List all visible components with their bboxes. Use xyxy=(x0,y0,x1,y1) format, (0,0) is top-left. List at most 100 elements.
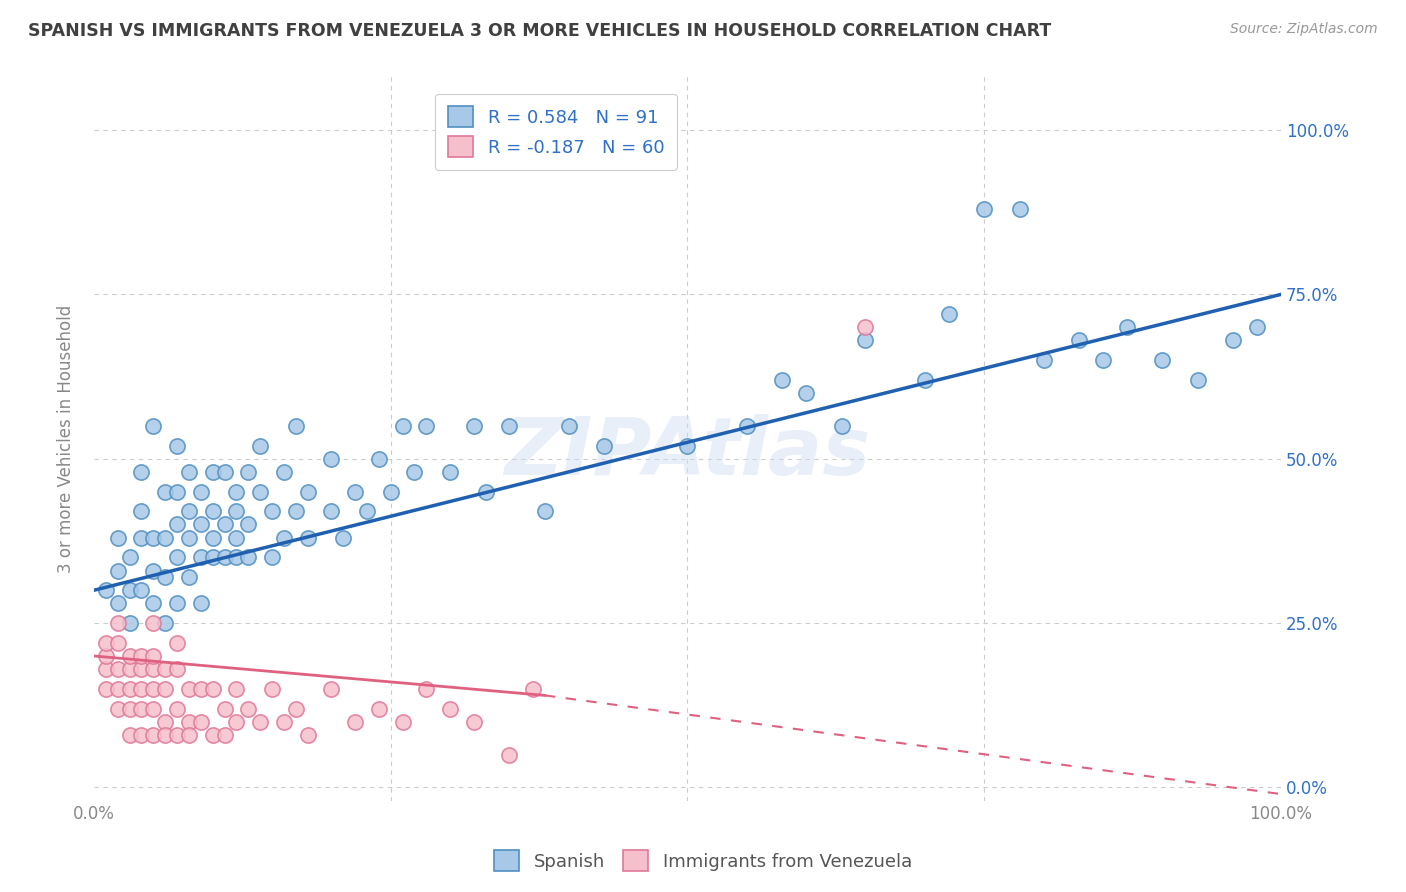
Point xyxy=(118,648,141,663)
Point xyxy=(380,484,402,499)
Point xyxy=(522,681,544,696)
Point xyxy=(260,504,283,518)
Point xyxy=(1091,353,1114,368)
Point xyxy=(214,465,236,479)
Point xyxy=(273,714,295,729)
Point xyxy=(131,583,153,598)
Point xyxy=(107,564,129,578)
Point xyxy=(344,714,367,729)
Point xyxy=(153,681,176,696)
Point xyxy=(415,681,437,696)
Point xyxy=(439,465,461,479)
Point xyxy=(260,681,283,696)
Point xyxy=(142,648,165,663)
Point xyxy=(107,616,129,631)
Point xyxy=(131,504,153,518)
Point xyxy=(1187,373,1209,387)
Point xyxy=(166,728,188,742)
Point xyxy=(142,701,165,715)
Point xyxy=(94,636,117,650)
Point xyxy=(153,570,176,584)
Point xyxy=(474,484,496,499)
Point xyxy=(356,504,378,518)
Point xyxy=(1152,353,1174,368)
Point xyxy=(284,418,307,433)
Point xyxy=(938,307,960,321)
Point xyxy=(225,504,247,518)
Point xyxy=(166,517,188,532)
Point xyxy=(118,728,141,742)
Point xyxy=(1222,334,1244,348)
Point xyxy=(415,418,437,433)
Point xyxy=(142,531,165,545)
Point xyxy=(190,550,212,565)
Point xyxy=(770,373,793,387)
Point xyxy=(201,728,224,742)
Point xyxy=(166,636,188,650)
Point xyxy=(107,662,129,676)
Point xyxy=(153,531,176,545)
Point xyxy=(201,465,224,479)
Point xyxy=(131,681,153,696)
Point xyxy=(214,701,236,715)
Point xyxy=(177,714,200,729)
Point xyxy=(142,728,165,742)
Point xyxy=(131,465,153,479)
Point xyxy=(249,484,271,499)
Point xyxy=(142,564,165,578)
Point xyxy=(94,648,117,663)
Point xyxy=(855,334,877,348)
Point xyxy=(166,439,188,453)
Point xyxy=(297,484,319,499)
Point xyxy=(914,373,936,387)
Point xyxy=(1069,334,1091,348)
Point xyxy=(166,550,188,565)
Point xyxy=(297,728,319,742)
Point xyxy=(1008,202,1031,216)
Point xyxy=(831,418,853,433)
Point xyxy=(498,418,520,433)
Text: SPANISH VS IMMIGRANTS FROM VENEZUELA 3 OR MORE VEHICLES IN HOUSEHOLD CORRELATION: SPANISH VS IMMIGRANTS FROM VENEZUELA 3 O… xyxy=(28,22,1052,40)
Point xyxy=(238,465,260,479)
Point xyxy=(225,550,247,565)
Point xyxy=(794,386,817,401)
Point xyxy=(118,701,141,715)
Point xyxy=(284,701,307,715)
Point xyxy=(153,616,176,631)
Point xyxy=(284,504,307,518)
Point xyxy=(973,202,995,216)
Point xyxy=(1115,320,1137,334)
Point xyxy=(391,418,413,433)
Point xyxy=(107,636,129,650)
Point xyxy=(153,714,176,729)
Point xyxy=(118,662,141,676)
Point xyxy=(142,596,165,610)
Text: Source: ZipAtlas.com: Source: ZipAtlas.com xyxy=(1230,22,1378,37)
Point xyxy=(593,439,616,453)
Point xyxy=(190,517,212,532)
Point xyxy=(153,484,176,499)
Point xyxy=(321,504,343,518)
Point xyxy=(177,531,200,545)
Point xyxy=(142,662,165,676)
Point xyxy=(225,531,247,545)
Point xyxy=(260,550,283,565)
Point xyxy=(166,596,188,610)
Text: ZIPAtlas: ZIPAtlas xyxy=(505,415,870,492)
Point xyxy=(225,484,247,499)
Point xyxy=(332,531,354,545)
Point xyxy=(131,648,153,663)
Point xyxy=(94,583,117,598)
Point xyxy=(142,616,165,631)
Point xyxy=(463,418,485,433)
Point xyxy=(107,681,129,696)
Point xyxy=(107,596,129,610)
Point xyxy=(367,451,389,466)
Point xyxy=(201,504,224,518)
Point xyxy=(297,531,319,545)
Point xyxy=(107,531,129,545)
Point xyxy=(177,681,200,696)
Point xyxy=(273,531,295,545)
Point xyxy=(391,714,413,729)
Point xyxy=(404,465,426,479)
